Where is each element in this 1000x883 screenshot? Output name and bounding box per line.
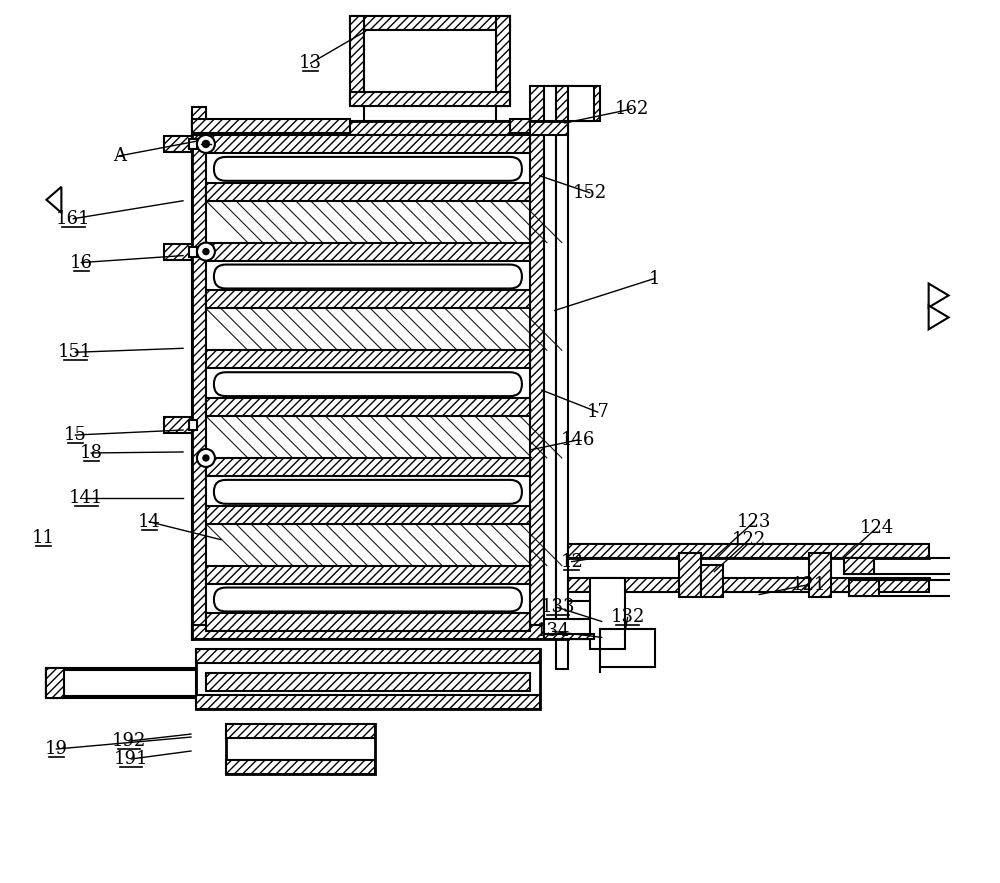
Bar xyxy=(192,121,206,639)
Text: 133: 133 xyxy=(541,599,575,616)
Bar xyxy=(189,139,197,149)
Bar xyxy=(568,544,929,558)
Circle shape xyxy=(203,249,209,254)
Bar xyxy=(206,614,530,631)
Text: 132: 132 xyxy=(610,608,645,626)
Bar xyxy=(679,553,701,597)
Bar xyxy=(496,17,510,106)
Bar xyxy=(206,183,530,200)
Bar xyxy=(206,458,530,476)
Circle shape xyxy=(197,135,215,153)
Bar xyxy=(350,92,510,106)
Text: 17: 17 xyxy=(586,404,609,421)
Circle shape xyxy=(203,455,209,461)
Bar xyxy=(206,243,530,260)
Bar xyxy=(544,87,594,121)
Bar xyxy=(556,87,568,121)
Bar xyxy=(844,558,874,574)
FancyBboxPatch shape xyxy=(214,479,522,504)
Bar xyxy=(192,121,568,135)
Bar xyxy=(192,625,568,639)
Text: 161: 161 xyxy=(56,209,91,228)
Bar xyxy=(510,119,530,133)
Bar xyxy=(226,760,375,774)
Bar xyxy=(206,351,530,368)
Bar xyxy=(46,668,196,698)
Bar xyxy=(206,398,530,416)
Circle shape xyxy=(197,449,215,467)
FancyBboxPatch shape xyxy=(214,157,522,181)
Bar xyxy=(206,506,530,524)
Text: 121: 121 xyxy=(792,576,826,593)
Bar xyxy=(568,577,929,592)
Bar xyxy=(556,121,568,669)
Polygon shape xyxy=(929,283,949,307)
Bar xyxy=(164,244,192,260)
Text: 14: 14 xyxy=(138,513,161,531)
Bar xyxy=(590,577,625,649)
Polygon shape xyxy=(46,187,61,213)
Text: 18: 18 xyxy=(80,444,103,462)
Bar xyxy=(196,695,540,709)
Bar xyxy=(206,135,530,153)
Text: 151: 151 xyxy=(58,343,93,361)
Text: 192: 192 xyxy=(112,732,146,750)
Polygon shape xyxy=(929,306,949,329)
Text: 16: 16 xyxy=(70,253,93,272)
Bar xyxy=(568,601,598,639)
Bar xyxy=(226,724,375,774)
Text: 162: 162 xyxy=(614,100,649,118)
FancyBboxPatch shape xyxy=(214,587,522,611)
Text: 15: 15 xyxy=(64,426,87,444)
Bar xyxy=(206,291,530,308)
Bar xyxy=(196,649,540,663)
Text: 122: 122 xyxy=(732,531,766,548)
FancyBboxPatch shape xyxy=(214,265,522,289)
Bar xyxy=(164,417,192,433)
Text: 146: 146 xyxy=(561,431,595,449)
Bar xyxy=(192,119,350,133)
Bar xyxy=(206,566,530,584)
Bar xyxy=(701,564,723,597)
Circle shape xyxy=(202,140,209,147)
Text: 191: 191 xyxy=(114,750,148,768)
Bar xyxy=(189,420,197,430)
Text: 141: 141 xyxy=(69,489,103,507)
Bar xyxy=(364,30,496,92)
Bar xyxy=(530,87,600,121)
Text: 152: 152 xyxy=(573,184,607,202)
Text: 123: 123 xyxy=(737,513,771,531)
Bar xyxy=(544,634,594,639)
Text: 134: 134 xyxy=(536,623,570,640)
Bar xyxy=(196,649,540,709)
Bar xyxy=(809,553,831,597)
Text: A: A xyxy=(113,147,126,165)
Circle shape xyxy=(197,243,215,260)
Text: 124: 124 xyxy=(860,518,894,537)
Text: 12: 12 xyxy=(560,553,583,570)
Bar xyxy=(164,136,192,152)
Text: 11: 11 xyxy=(32,529,55,547)
Bar xyxy=(46,670,196,696)
Bar xyxy=(530,121,544,639)
Bar xyxy=(350,17,364,106)
Bar xyxy=(544,620,594,639)
Bar xyxy=(350,17,510,30)
Bar xyxy=(46,668,64,698)
Text: 13: 13 xyxy=(299,54,322,72)
FancyBboxPatch shape xyxy=(214,373,522,396)
Bar xyxy=(226,724,375,738)
Text: 19: 19 xyxy=(45,740,68,758)
Bar xyxy=(849,579,879,595)
Bar xyxy=(544,121,556,639)
Text: 1: 1 xyxy=(649,269,660,288)
Bar xyxy=(192,107,206,126)
Bar xyxy=(189,246,197,257)
Bar xyxy=(206,673,530,691)
